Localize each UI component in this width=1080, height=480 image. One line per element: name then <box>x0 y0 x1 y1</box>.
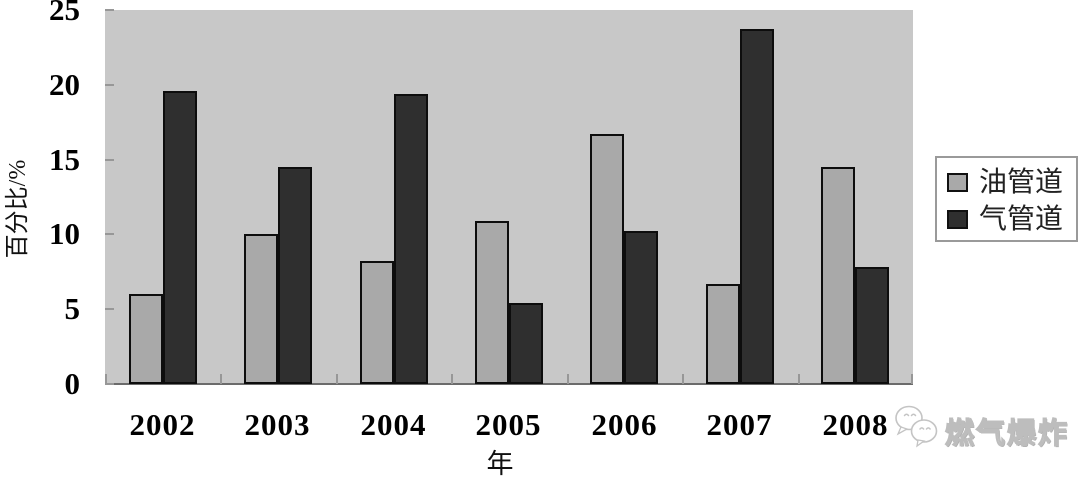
bar-气管道-2007 <box>740 29 774 384</box>
legend-swatch-oil-pipeline <box>947 173 968 192</box>
legend: 油管道 气管道 <box>935 156 1078 242</box>
x-tick-mark <box>682 374 684 384</box>
x-tick-mark <box>336 374 338 384</box>
y-tick-label-10: 10 <box>49 216 80 252</box>
bar-气管道-2003 <box>278 167 312 384</box>
y-tick-mark <box>105 233 114 236</box>
y-tick-mark <box>105 308 114 311</box>
y-tick-mark <box>105 383 114 385</box>
x-tick-mark <box>798 374 800 384</box>
x-tick-label-2003: 2003 <box>244 407 311 442</box>
bar-气管道-2004 <box>394 94 428 384</box>
bar-油管道-2007 <box>706 284 740 384</box>
bar-油管道-2005 <box>475 221 509 384</box>
plot-area <box>105 9 913 385</box>
y-tick-mark <box>105 83 114 86</box>
y-tick-label-15: 15 <box>49 141 80 177</box>
bar-油管道-2008 <box>821 167 855 384</box>
x-tick-label-2006: 2006 <box>591 407 658 442</box>
y-tick-mark <box>105 158 114 161</box>
legend-item-oil-pipeline: 油管道 <box>947 164 1076 201</box>
x-tick-mark <box>911 374 913 384</box>
x-tick-mark <box>220 374 222 384</box>
watermark: 燃气爆炸 <box>894 400 1069 452</box>
bar-油管道-2004 <box>360 261 394 384</box>
bar-油管道-2002 <box>129 294 163 384</box>
y-tick-label-25: 25 <box>49 0 80 27</box>
x-axis-line <box>105 383 913 385</box>
wechat-bubbles-logo-icon <box>895 405 938 448</box>
y-tick-label-0: 0 <box>64 366 81 401</box>
x-tick-label-2007: 2007 <box>706 407 773 442</box>
x-tick-label-2004: 2004 <box>360 407 427 442</box>
watermark-text: 燃气爆炸 <box>944 417 1070 450</box>
x-axis-title: 年 <box>486 449 514 479</box>
y-tick-mark <box>105 9 114 11</box>
x-tick-label-2008: 2008 <box>822 407 889 442</box>
bar-气管道-2005 <box>509 303 543 384</box>
x-tick-mark <box>567 374 569 384</box>
bar-气管道-2008 <box>855 267 889 384</box>
legend-swatch-gas-pipeline <box>947 210 968 229</box>
legend-label-gas-pipeline: 气管道 <box>979 203 1064 235</box>
legend-label-oil-pipeline: 油管道 <box>979 166 1064 198</box>
y-tick-label-20: 20 <box>49 66 80 102</box>
bar-油管道-2003 <box>244 234 278 384</box>
bar-油管道-2006 <box>590 134 624 384</box>
legend-item-gas-pipeline: 气管道 <box>947 201 1076 238</box>
bar-气管道-2006 <box>624 231 658 384</box>
bar-气管道-2002 <box>163 91 197 384</box>
y-tick-label-5: 5 <box>64 291 81 327</box>
x-tick-mark <box>451 374 453 384</box>
x-tick-label-2005: 2005 <box>475 407 542 442</box>
x-tick-label-2002: 2002 <box>129 407 196 442</box>
x-tick-mark <box>105 374 107 384</box>
